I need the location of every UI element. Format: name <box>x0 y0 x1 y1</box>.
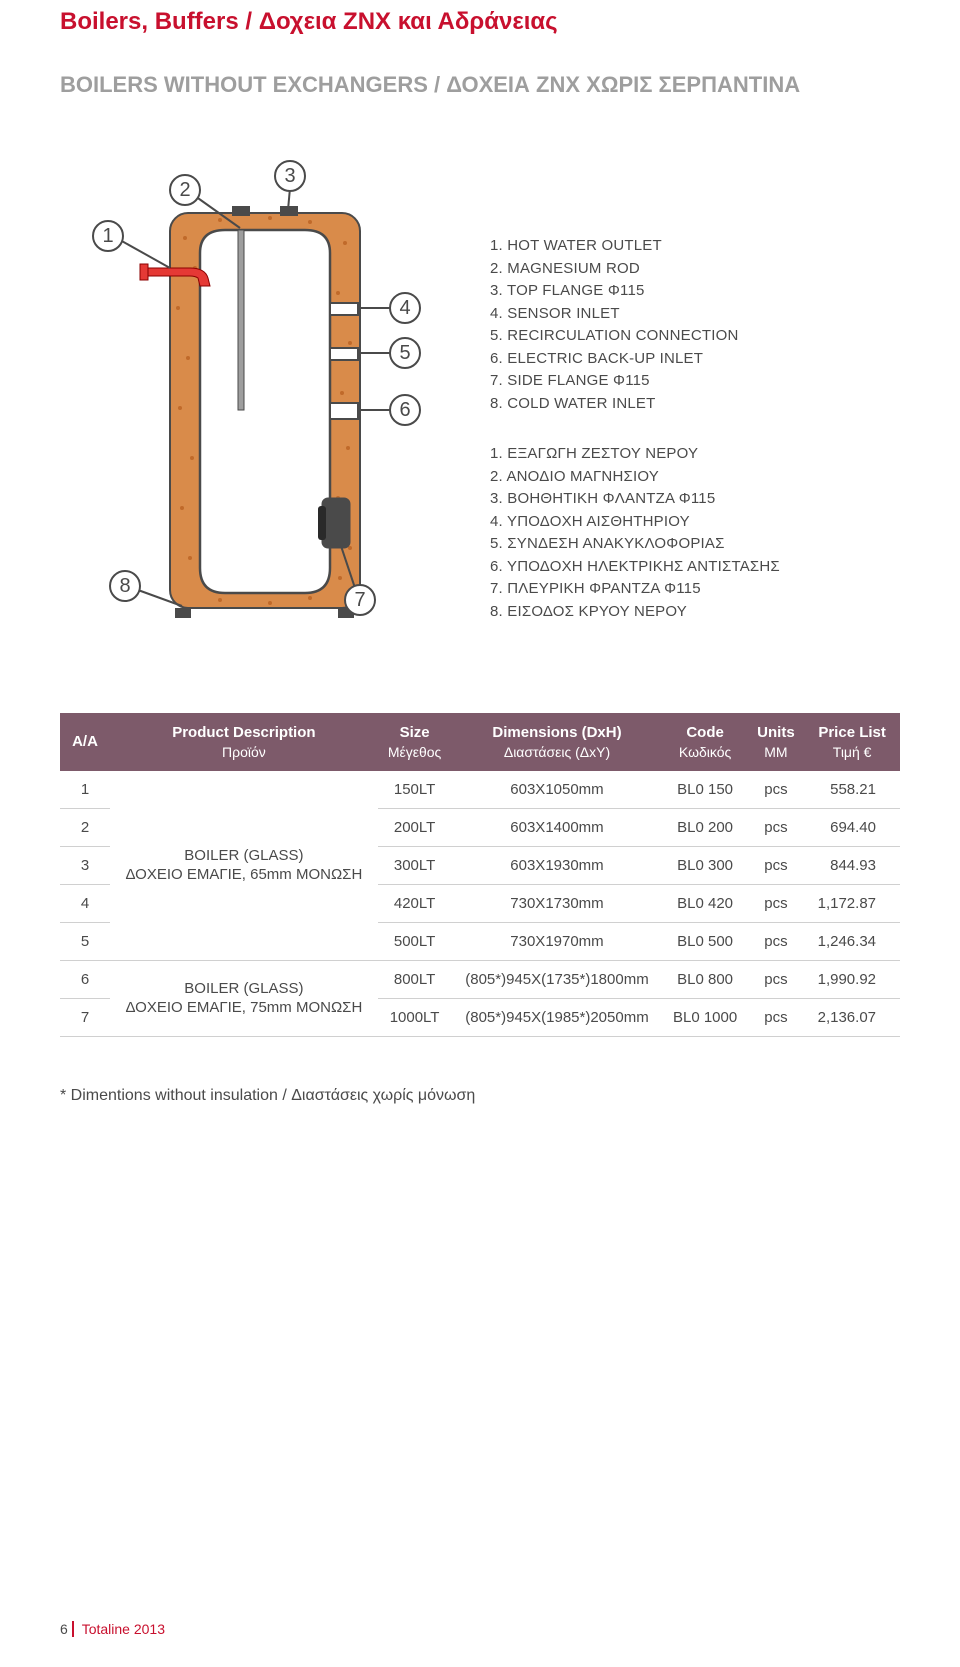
cell-code: BL0 800 <box>663 960 748 998</box>
legend-gr-6: 6. ΥΠΟΔΟΧΗ ΗΛΕΚΤΡΙΚΗΣ ΑΝΤΙΣΤΑΣΗΣ <box>490 556 900 579</box>
cell-dim: 603X1050mm <box>451 771 662 809</box>
boiler-diagram: 1 2 3 4 5 6 <box>60 148 460 628</box>
legend-english: 1. HOT WATER OUTLET 2. MAGNESIUM ROD 3. … <box>490 235 900 415</box>
cell-size: 800LT <box>378 960 452 998</box>
cell-size: 500LT <box>378 922 452 960</box>
cell-price: 1,990.92 <box>804 960 900 998</box>
legend-en-5: 5. RECIRCULATION CONNECTION <box>490 325 900 348</box>
legend-gr-8: 8. ΕΙΣΟΔΟΣ ΚΡΥΟΥ ΝΕΡΟΥ <box>490 601 900 624</box>
cell-size: 300LT <box>378 846 452 884</box>
cell-code: BL0 420 <box>663 884 748 922</box>
cell-desc-group1: BOILER (GLASS)ΔΟΧΕΙΟ ΕΜΑΓΙΕ, 65mm ΜΟΝΩΣΗ <box>110 771 378 961</box>
callout-7: 7 <box>354 589 365 611</box>
cell-price: 1,172.87 <box>804 884 900 922</box>
th-code: CodeΚωδικός <box>663 713 748 771</box>
cell-dim: (805*)945X(1735*)1800mm <box>451 960 662 998</box>
legend-gr-5: 5. ΣΥΝΔΕΣΗ ΑΝΑΚΥΚΛΟΦΟΡΙΑΣ <box>490 533 900 556</box>
cell-dim: 730X1730mm <box>451 884 662 922</box>
cell-units: pcs <box>748 922 805 960</box>
price-table-container: A/A Product DescriptionΠροϊόν SizeΜέγεθο… <box>60 713 900 1037</box>
cell-dim: (805*)945X(1985*)2050mm <box>451 998 662 1036</box>
cell-n: 4 <box>60 884 110 922</box>
cell-units: pcs <box>748 771 805 809</box>
legend-en-6: 6. ELECTRIC BACK-UP INLET <box>490 348 900 371</box>
th-aa: A/A <box>60 713 110 771</box>
cell-units: pcs <box>748 884 805 922</box>
cell-dim: 603X1400mm <box>451 808 662 846</box>
page-subtitle: BOILERS WITHOUT EXCHANGERS / ΔΟΧΕΙΑ ZNX … <box>60 72 900 98</box>
cell-n: 3 <box>60 846 110 884</box>
cell-units: pcs <box>748 960 805 998</box>
legend-en-1: 1. HOT WATER OUTLET <box>490 235 900 258</box>
cell-units: pcs <box>748 808 805 846</box>
cell-code: BL0 300 <box>663 846 748 884</box>
legend-en-2: 2. MAGNESIUM ROD <box>490 258 900 281</box>
price-table: A/A Product DescriptionΠροϊόν SizeΜέγεθο… <box>60 713 900 1037</box>
cell-size: 150LT <box>378 771 452 809</box>
th-units: UnitsMM <box>748 713 805 771</box>
diagram-container: 1 2 3 4 5 6 <box>60 148 460 633</box>
cell-n: 2 <box>60 808 110 846</box>
cell-units: pcs <box>748 998 805 1036</box>
top-section: 1 2 3 4 5 6 <box>60 148 900 633</box>
callout-6: 6 <box>399 399 410 421</box>
cell-price: 1,246.34 <box>804 922 900 960</box>
legend-gr-3: 3. ΒΟΗΘΗΤΙΚΗ ΦΛΑΝΤΖΑ Φ115 <box>490 488 900 511</box>
cell-code: BL0 500 <box>663 922 748 960</box>
table-row: 6 BOILER (GLASS)ΔΟΧΕΙΟ ΕΜΑΓΙΕ, 75mm ΜΟΝΩ… <box>60 960 900 998</box>
cell-dim: 603X1930mm <box>451 846 662 884</box>
legend-en-7: 7. SIDE FLANGE Φ115 <box>490 370 900 393</box>
legend-en-3: 3. TOP FLANGE Φ115 <box>490 280 900 303</box>
cell-n: 5 <box>60 922 110 960</box>
callout-2: 2 <box>179 179 190 201</box>
th-dim: Dimensions (DxH)Διαστάσεις (ΔxY) <box>451 713 662 771</box>
cell-price: 694.40 <box>804 808 900 846</box>
th-desc: Product DescriptionΠροϊόν <box>110 713 378 771</box>
cell-units: pcs <box>748 846 805 884</box>
page-title: Boilers, Buffers / Δοχεια ZNX και Αδράνε… <box>60 0 900 36</box>
table-header-row: A/A Product DescriptionΠροϊόν SizeΜέγεθο… <box>60 713 900 771</box>
cell-n: 6 <box>60 960 110 998</box>
cell-dim: 730X1970mm <box>451 922 662 960</box>
cell-price: 2,136.07 <box>804 998 900 1036</box>
page-footer: 6 Totaline 2013 <box>60 1621 165 1637</box>
footer-brand: Totaline 2013 <box>78 1621 165 1637</box>
legend-en-4: 4. SENSOR INLET <box>490 303 900 326</box>
cell-code: BL0 200 <box>663 808 748 846</box>
legend-gr-2: 2. ΑΝΟΔΙΟ ΜΑΓΝΗΣΙΟΥ <box>490 466 900 489</box>
cell-size: 420LT <box>378 884 452 922</box>
cell-price: 844.93 <box>804 846 900 884</box>
table-row: 1 BOILER (GLASS)ΔΟΧΕΙΟ ΕΜΑΓΙΕ, 65mm ΜΟΝΩ… <box>60 771 900 809</box>
cell-desc-group2: BOILER (GLASS)ΔΟΧΕΙΟ ΕΜΑΓΙΕ, 75mm ΜΟΝΩΣΗ <box>110 960 378 1036</box>
legend-gr-1: 1. ΕΞΑΓΩΓΗ ΖΕΣΤΟΥ ΝΕΡΟΥ <box>490 443 900 466</box>
legend-en-8: 8. COLD WATER INLET <box>490 393 900 416</box>
callout-5: 5 <box>399 342 410 364</box>
cell-code: BL0 150 <box>663 771 748 809</box>
cell-n: 7 <box>60 998 110 1036</box>
page-number: 6 <box>60 1621 74 1637</box>
legend-column: 1. HOT WATER OUTLET 2. MAGNESIUM ROD 3. … <box>490 148 900 633</box>
callout-3: 3 <box>284 165 295 187</box>
legend-gr-7: 7. ΠΛΕΥΡΙΚΗ ΦΡΑΝΤΖΑ Φ115 <box>490 578 900 601</box>
callout-4: 4 <box>399 297 410 319</box>
th-price: Price ListΤιμή € <box>804 713 900 771</box>
th-size: SizeΜέγεθος <box>378 713 452 771</box>
cell-n: 1 <box>60 771 110 809</box>
callout-8: 8 <box>119 575 130 597</box>
cell-price: 558.21 <box>804 771 900 809</box>
legend-gr-4: 4. ΥΠΟΔΟΧΗ ΑΙΣΘΗΤΗΡΙΟΥ <box>490 511 900 534</box>
footnote: * Dimentions without insulation / Διαστά… <box>60 1087 900 1105</box>
cell-size: 200LT <box>378 808 452 846</box>
legend-greek: 1. ΕΞΑΓΩΓΗ ΖΕΣΤΟΥ ΝΕΡΟΥ 2. ΑΝΟΔΙΟ ΜΑΓΝΗΣ… <box>490 443 900 623</box>
cell-size: 1000LT <box>378 998 452 1036</box>
callout-1: 1 <box>102 225 113 247</box>
cell-code: BL0 1000 <box>663 998 748 1036</box>
